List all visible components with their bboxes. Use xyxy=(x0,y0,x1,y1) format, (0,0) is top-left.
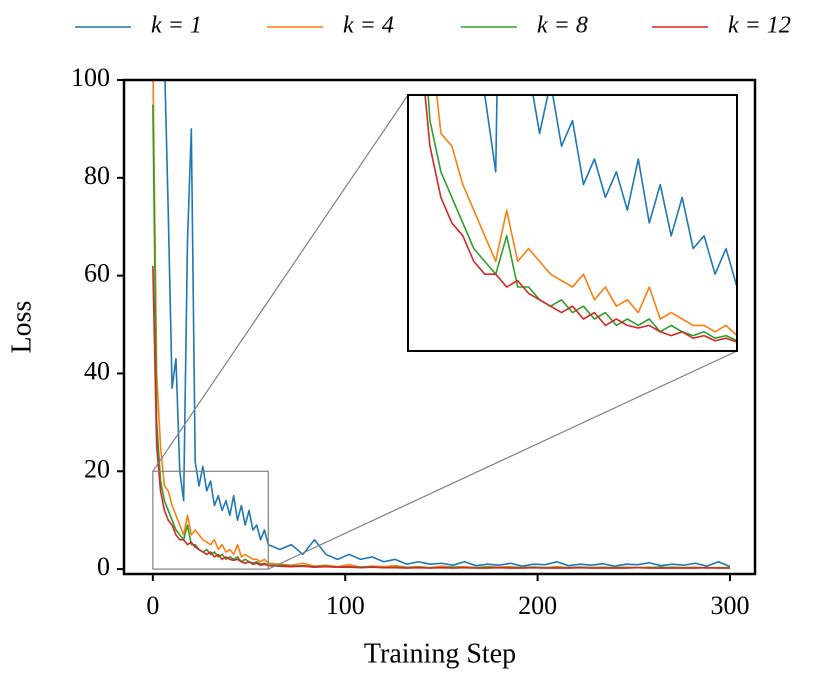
x-tick-label: 100 xyxy=(326,591,365,620)
zoom-connector xyxy=(268,350,738,570)
x-tick-label: 300 xyxy=(710,591,749,620)
axes-frame xyxy=(122,78,757,576)
legend-label: k = 8 xyxy=(537,13,588,39)
y-tick-label: 100 xyxy=(71,63,110,92)
y-axis-label: Loss xyxy=(6,301,37,354)
zoom-region xyxy=(152,470,269,570)
y-tick-label: 60 xyxy=(84,259,110,288)
x-axis-label: Training Step xyxy=(364,638,516,669)
line xyxy=(152,265,730,569)
inset-line xyxy=(427,95,737,342)
inset-lines xyxy=(424,95,737,343)
y-tick-label: 80 xyxy=(84,161,110,190)
legend-label: k = 4 xyxy=(343,13,394,39)
y-tick-label: 40 xyxy=(84,356,110,385)
y-tick-label: 20 xyxy=(84,454,110,483)
plot-lines xyxy=(152,80,731,569)
legend-label: k = 1 xyxy=(151,13,202,39)
x-tick-label: 0 xyxy=(146,591,159,620)
inset-line xyxy=(424,95,737,343)
y-tick-label: 0 xyxy=(97,552,110,581)
zoom-connector xyxy=(152,94,409,472)
inset-frame xyxy=(407,94,738,352)
inset-line xyxy=(435,95,737,337)
inset-line xyxy=(483,95,737,288)
line xyxy=(164,80,731,568)
x-tick-label: 200 xyxy=(518,591,557,620)
legend-label: k = 12 xyxy=(728,13,791,39)
